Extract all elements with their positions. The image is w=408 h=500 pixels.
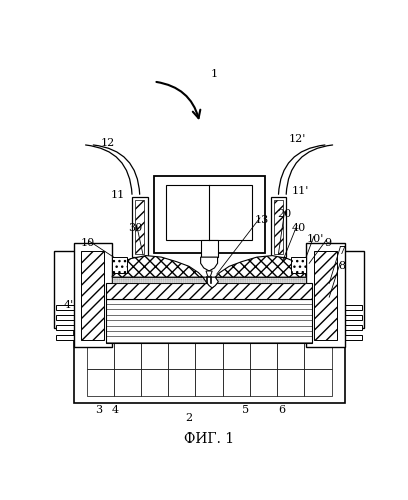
Text: 8: 8 bbox=[338, 262, 345, 272]
Polygon shape bbox=[333, 335, 362, 340]
Polygon shape bbox=[73, 298, 345, 403]
Polygon shape bbox=[277, 369, 304, 396]
Polygon shape bbox=[73, 244, 112, 347]
Polygon shape bbox=[114, 369, 141, 396]
Polygon shape bbox=[333, 315, 362, 320]
Polygon shape bbox=[56, 325, 85, 330]
Polygon shape bbox=[166, 184, 252, 240]
Polygon shape bbox=[195, 369, 223, 396]
Polygon shape bbox=[271, 197, 286, 257]
Text: 2: 2 bbox=[186, 413, 193, 423]
Text: 10': 10' bbox=[307, 234, 324, 243]
Text: 5: 5 bbox=[242, 406, 250, 415]
Text: ФИГ. 1: ФИГ. 1 bbox=[184, 432, 234, 446]
Polygon shape bbox=[291, 257, 306, 272]
Polygon shape bbox=[106, 284, 312, 298]
Text: 4: 4 bbox=[112, 406, 119, 415]
Polygon shape bbox=[201, 257, 217, 271]
Polygon shape bbox=[112, 257, 127, 272]
Text: 11: 11 bbox=[110, 190, 124, 200]
Text: 12': 12' bbox=[288, 134, 306, 144]
Polygon shape bbox=[112, 277, 306, 283]
Polygon shape bbox=[304, 341, 332, 369]
Text: 7: 7 bbox=[338, 246, 345, 256]
Text: 9: 9 bbox=[324, 238, 331, 248]
Text: 10: 10 bbox=[80, 238, 95, 248]
Polygon shape bbox=[154, 176, 264, 252]
Polygon shape bbox=[106, 298, 312, 344]
Polygon shape bbox=[141, 369, 168, 396]
Text: 3: 3 bbox=[95, 406, 102, 415]
Polygon shape bbox=[277, 341, 304, 369]
Text: 13: 13 bbox=[254, 215, 268, 225]
Polygon shape bbox=[195, 341, 223, 369]
Polygon shape bbox=[223, 341, 250, 369]
Polygon shape bbox=[168, 369, 195, 396]
Text: 1: 1 bbox=[210, 69, 217, 79]
Polygon shape bbox=[333, 325, 362, 330]
Polygon shape bbox=[343, 251, 364, 328]
Polygon shape bbox=[215, 256, 306, 277]
Text: 6: 6 bbox=[278, 406, 285, 415]
Polygon shape bbox=[333, 305, 362, 310]
Polygon shape bbox=[206, 271, 212, 277]
Polygon shape bbox=[306, 244, 345, 347]
Polygon shape bbox=[81, 251, 104, 340]
Text: 4': 4' bbox=[64, 300, 74, 310]
Polygon shape bbox=[141, 341, 168, 369]
Polygon shape bbox=[223, 369, 250, 396]
Polygon shape bbox=[168, 341, 195, 369]
Polygon shape bbox=[250, 369, 277, 396]
Polygon shape bbox=[86, 369, 114, 396]
Polygon shape bbox=[314, 251, 337, 340]
Polygon shape bbox=[86, 341, 114, 369]
Polygon shape bbox=[274, 200, 283, 254]
Polygon shape bbox=[203, 277, 218, 288]
Polygon shape bbox=[250, 341, 277, 369]
Polygon shape bbox=[54, 251, 75, 328]
Text: 20: 20 bbox=[277, 209, 292, 219]
Polygon shape bbox=[56, 315, 85, 320]
Polygon shape bbox=[304, 369, 332, 396]
Polygon shape bbox=[112, 256, 203, 277]
Text: 11': 11' bbox=[291, 186, 308, 196]
Polygon shape bbox=[114, 341, 141, 369]
Polygon shape bbox=[56, 305, 85, 310]
Text: 12: 12 bbox=[100, 138, 115, 148]
Text: 40: 40 bbox=[291, 223, 306, 233]
Polygon shape bbox=[135, 200, 144, 254]
Text: 30: 30 bbox=[128, 223, 142, 233]
Polygon shape bbox=[56, 335, 85, 340]
Polygon shape bbox=[132, 197, 148, 257]
Polygon shape bbox=[201, 240, 217, 257]
